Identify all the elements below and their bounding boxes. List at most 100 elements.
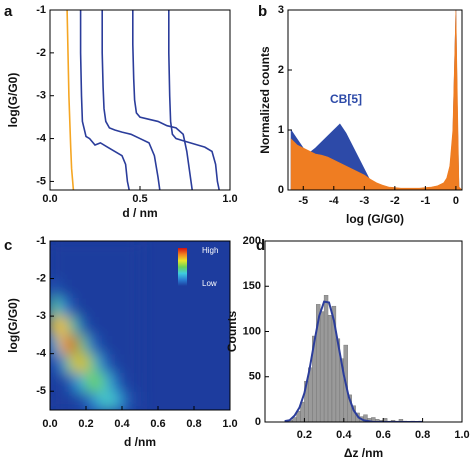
trace [168,10,220,190]
x-tick-label: 1.0 [454,429,469,441]
x-tick-label: 0.2 [78,418,93,430]
y-axis-label: Normalized counts [258,46,272,154]
heatmap-cell [85,371,96,392]
heatmap-cell [76,296,87,317]
bar [319,311,325,422]
y-tick-label: -3 [36,310,46,322]
heatmap-cell [58,296,69,317]
heatmap-cell [76,259,87,280]
heatmap-cell [76,334,87,355]
panel-label: b [258,3,267,20]
heatmap-cell [94,259,105,280]
heatmap-cell [103,315,114,336]
heatmap-cell [58,241,69,261]
y-tick-label: -5 [36,175,46,187]
heatmap-cell [85,278,96,298]
heatmap-cell [85,334,96,355]
heatmap-cell [85,315,96,336]
heatmap-cell [130,334,141,355]
annotation: CB[5] [330,92,362,106]
y-tick-label: -5 [36,385,46,397]
x-tick-label: 0 [453,195,459,207]
y-axis-label: Counts [225,311,239,353]
heatmap-cell [58,371,69,392]
heatmap-cell [94,278,105,298]
heatmap-cell [112,241,123,261]
heatmap-cell [94,390,105,410]
heatmap-cell [94,353,105,373]
colorbar-label: High [202,246,218,255]
heatmap-cell [67,390,78,410]
heatmap-cell [58,390,69,410]
heatmap-cell [67,241,78,261]
heatmap-cell [58,334,69,355]
heatmap-cell [67,278,78,298]
heatmap-cell [85,353,96,373]
y-tick-label: -1 [36,4,46,16]
trace [66,10,75,190]
heatmap-cell [94,334,105,355]
heatmap-cell [58,353,69,373]
heatmap-cell [103,296,114,317]
axes-frame [264,240,463,423]
heatmap-cell [130,241,141,261]
x-tick-label: 0.4 [114,418,130,430]
y-tick-label: 200 [243,235,261,247]
heatmap-cell [67,371,78,392]
y-axis-label: log(G/G0) [6,73,20,128]
heatmap-cell [112,315,123,336]
y-tick-label: 0 [255,416,261,428]
y-tick-label: 1 [278,124,284,136]
heatmap-cell [130,296,141,317]
y-tick-label: -2 [36,272,46,284]
heatmap-cell [85,259,96,280]
heatmap-cell [112,259,123,280]
heatmap-cell [121,334,132,355]
x-axis-label: log (G/G0) [346,212,404,226]
trace [79,10,130,190]
x-tick-label: -2 [390,195,400,207]
heatmap-cell [121,315,132,336]
heatmap-cell [76,390,87,410]
heatmap-cell [50,371,60,392]
heatmap-cell [76,278,87,298]
x-tick-label: 0.5 [132,193,147,205]
x-tick-label: 0.8 [415,429,430,441]
heatmap-cell [85,296,96,317]
x-tick-label: 1.0 [222,193,237,205]
heatmap-cell [67,259,78,280]
heatmap-cell [112,390,123,410]
heatmap-cell [121,241,132,261]
heatmap-cell [50,241,60,261]
y-tick-label: 100 [243,325,261,337]
heatmap-cell [76,353,87,373]
heatmap-cell [67,353,78,373]
y-tick-label: -1 [36,235,46,247]
bar [323,295,329,422]
heatmap-cell [103,371,114,392]
heatmap-cell [103,390,114,410]
y-tick-label: -3 [36,90,46,102]
heatmap-cell [103,278,114,298]
heatmap-cell [50,296,60,317]
heatmap-cell [50,315,60,336]
bar [398,419,404,422]
heatmap-cell [85,241,96,261]
colorbar-label: Low [202,279,217,288]
plot-area [284,295,423,422]
heatmap-cell [94,371,105,392]
x-tick-label: 0.0 [42,418,57,430]
heatmap-cell [67,334,78,355]
x-tick-label: -5 [298,195,308,207]
y-axis-label: log(G/G0) [6,298,20,353]
heatmap-cell [58,315,69,336]
colorbar [178,248,187,286]
x-tick-label: 0.6 [376,429,391,441]
heatmap-cell [58,278,69,298]
heatmap-cell [94,296,105,317]
heatmap-cell [121,371,132,392]
y-tick-label: 150 [243,280,261,292]
heatmap-cell [121,390,132,410]
